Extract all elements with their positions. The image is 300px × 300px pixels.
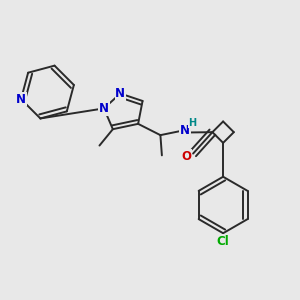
Text: N: N — [180, 124, 190, 136]
Text: H: H — [188, 118, 196, 128]
Text: N: N — [99, 102, 109, 115]
Text: O: O — [182, 150, 192, 163]
Text: N: N — [115, 87, 125, 100]
Text: Cl: Cl — [217, 235, 230, 248]
Text: N: N — [16, 93, 26, 106]
